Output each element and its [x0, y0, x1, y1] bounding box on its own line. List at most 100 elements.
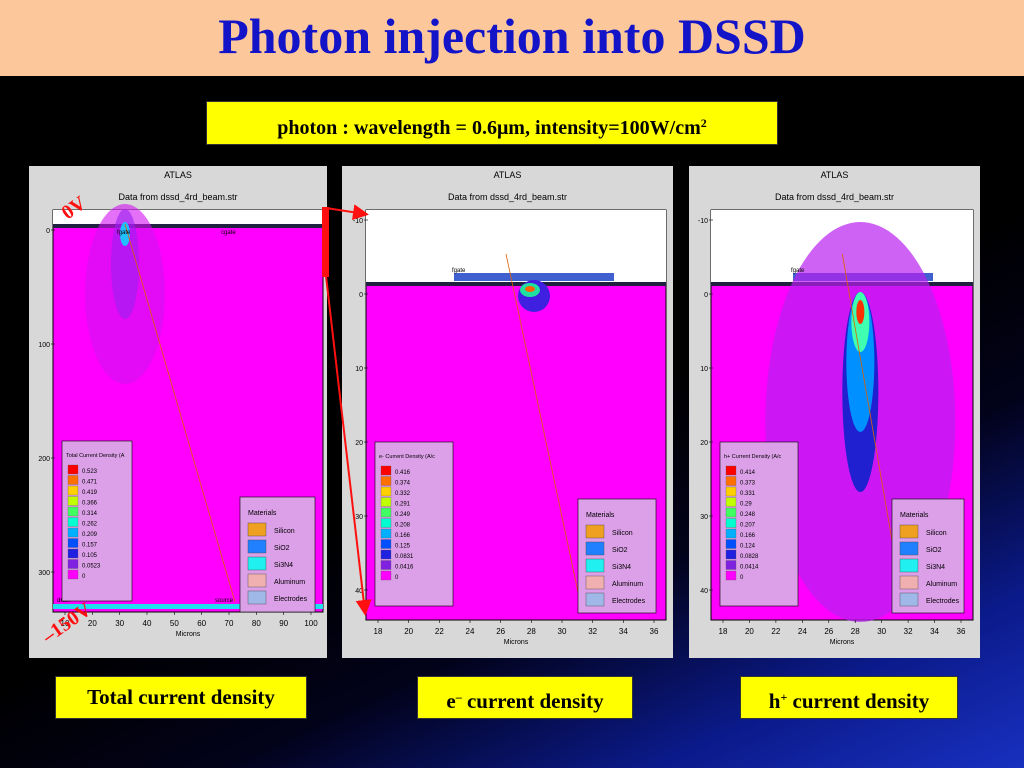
x-tick-label: 30	[558, 627, 567, 636]
material-swatch	[247, 556, 267, 571]
legend-swatch	[67, 517, 79, 527]
panel-header: ATLAS	[821, 170, 849, 180]
material-name: Electrodes	[274, 596, 308, 603]
y-tick-label: 40	[355, 588, 363, 595]
legend-value: 0.291	[395, 502, 411, 508]
surface-oxide-layer	[366, 282, 666, 286]
legend-swatch	[725, 560, 737, 570]
x-tick-label: 60	[197, 619, 206, 628]
y-tick-label: 30	[355, 514, 363, 521]
legend-value: 0.125	[395, 544, 411, 550]
legend-swatch	[380, 518, 392, 528]
y-tick-label: 40	[700, 588, 708, 595]
legend-swatch	[725, 497, 737, 507]
x-tick-label: 32	[588, 627, 597, 636]
material-swatch	[899, 592, 919, 607]
x-tick-label: 36	[957, 627, 966, 636]
material-swatch	[247, 573, 267, 588]
y-tick-label: 20	[355, 440, 363, 447]
photon-track	[841, 253, 902, 593]
x-tick-label: 20	[88, 619, 97, 628]
y-tick-label: 0	[46, 228, 50, 235]
x-axis-label: Microns	[504, 639, 529, 646]
legend-swatch	[380, 549, 392, 560]
electron-caption-e: e	[446, 689, 456, 713]
legend-swatch	[380, 476, 392, 486]
material-name: Aluminum	[274, 579, 305, 586]
material-name: SiO2	[612, 547, 628, 554]
legend-swatch	[725, 476, 737, 486]
x-tick-label: 50	[170, 619, 179, 628]
legend-swatch	[380, 465, 392, 476]
hole-caption-rest: current density	[787, 689, 930, 713]
legend-value: 0.207	[740, 523, 756, 529]
materials-title: Materials	[900, 512, 929, 519]
legend-swatch	[725, 528, 737, 539]
x-tick-label: 24	[466, 627, 475, 636]
legend-value: 0.249	[395, 512, 411, 518]
photon-parameters-sup: 2	[700, 116, 707, 130]
current-peak-core	[120, 222, 130, 246]
material-name: Si3N4	[274, 562, 293, 569]
material-swatch	[585, 541, 605, 556]
materials-title: Materials	[586, 512, 615, 519]
y-tick-label: -10	[353, 218, 363, 225]
material-swatch	[247, 590, 267, 605]
legend-value: 0.373	[740, 481, 756, 487]
x-tick-label: 28	[851, 627, 860, 636]
fgate-label: fgate	[117, 230, 131, 236]
legend-swatch	[67, 475, 79, 485]
legend-value: 0.0416	[395, 565, 414, 571]
legend-value: 0.166	[395, 533, 411, 539]
material-name: Si3N4	[926, 564, 945, 571]
x-tick-label: 22	[435, 627, 444, 636]
legend-swatch	[67, 464, 79, 475]
legend-value: 0.471	[82, 480, 98, 486]
y-tick-label: 0	[359, 292, 363, 299]
legend-value: 0.332	[395, 491, 411, 497]
x-tick-label: 70	[225, 619, 234, 628]
legend-swatch	[725, 549, 737, 560]
arrow-top	[325, 204, 369, 221]
hole-current-panel: ATLAS Data from dssd_4rd_beam.str fgate -10…	[689, 166, 980, 658]
x-tick-label: 26	[824, 627, 833, 636]
legend-swatch	[380, 497, 392, 507]
hole-current-caption: h+ current density	[740, 676, 958, 719]
total-current-panel: ATLAS Data from dssd_4rd_beam.str fgate cga…	[29, 166, 327, 658]
material-swatch	[247, 539, 267, 554]
current-peak-outer	[111, 209, 139, 319]
legend-swatch	[67, 538, 79, 548]
x-tick-label: 26	[496, 627, 505, 636]
legend-swatch	[725, 570, 737, 581]
material-name: Electrodes	[926, 598, 960, 605]
hole-cloud-core	[856, 300, 865, 324]
photon-track	[505, 253, 579, 593]
x-tick-label: 18	[719, 627, 728, 636]
photon-parameters-caption: photon : wavelength = 0.6μm, intensity=1…	[206, 101, 778, 145]
material-swatch	[585, 592, 605, 607]
legend-value: 0.157	[82, 543, 98, 549]
legend-value: 0.29	[740, 502, 752, 508]
panel-source-label: Data from dssd_4rd_beam.str	[448, 192, 567, 202]
depletion-marker-bar	[322, 207, 329, 277]
legend-value: 0.331	[740, 491, 756, 497]
legend-swatch	[380, 486, 392, 497]
material-swatch	[899, 558, 919, 573]
surface-oxide-layer	[53, 224, 323, 228]
legend-value: 0.262	[82, 522, 98, 528]
legend-swatch	[725, 518, 737, 528]
material-name: SiO2	[274, 545, 290, 552]
total-current-caption: Total current density	[55, 676, 307, 719]
x-tick-label: 30	[115, 619, 124, 628]
x-tick-label: 34	[930, 627, 939, 636]
legend-value: 0.374	[395, 481, 411, 487]
material-swatch	[585, 524, 605, 539]
legend-value: 0	[740, 575, 744, 581]
legend-swatch	[67, 506, 79, 517]
material-swatch	[899, 524, 919, 539]
legend-swatch	[67, 559, 79, 569]
legend-swatch	[725, 507, 737, 518]
legend-swatch	[380, 570, 392, 581]
x-tick-label: 20	[404, 627, 413, 636]
